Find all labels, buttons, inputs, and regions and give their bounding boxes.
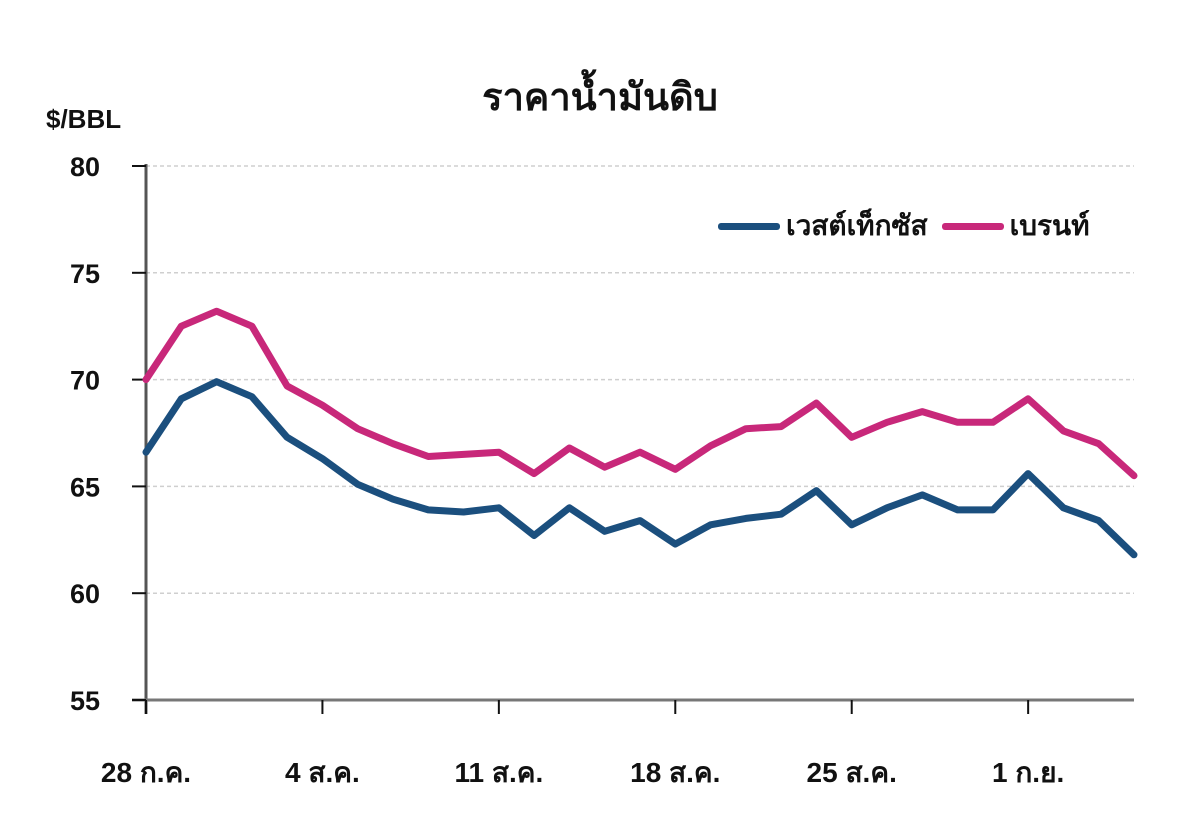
wti-price-line	[142, 378, 1138, 559]
y-tick-label: 70	[70, 366, 100, 396]
legend-swatch-wti	[718, 222, 780, 230]
legend-label-brent: เบรนท์	[1009, 209, 1090, 242]
x-tick-label: 4 ส.ค.	[285, 757, 360, 788]
brent-price-line	[142, 307, 1138, 480]
legend-label-wti: เวสต์เท็กซัส	[786, 209, 928, 242]
x-axis-ticks: 28 ก.ค. 4 ส.ค. 11 ส.ค. 18 ส.ค. 25 ส.ค. 1 ก.ย.	[101, 700, 1064, 788]
gridlines	[146, 165, 1134, 594]
axes	[132, 164, 1134, 714]
y-tick-label: 80	[70, 152, 100, 182]
legend: เวสต์เท็กซัส เบรนท์	[718, 204, 1104, 248]
legend-swatch-brent	[941, 222, 1004, 230]
y-axis-unit-label: $/BBL	[46, 104, 122, 134]
x-tick-label: 28 ก.ค.	[101, 757, 191, 788]
x-tick-label: 25 ส.ค.	[807, 757, 897, 788]
x-tick-label: 11 ส.ค.	[454, 757, 543, 788]
y-tick-label: 75	[70, 259, 100, 289]
y-tick-label: 65	[70, 472, 100, 502]
legend-item-wti: เวสต์เท็กซัส	[718, 204, 928, 248]
data-lines	[142, 307, 1138, 559]
legend-item-brent: เบรนท์	[941, 204, 1090, 248]
y-tick-label: 60	[70, 579, 100, 609]
y-axis-ticks: 55 60 65 70 75 80	[70, 152, 146, 716]
chart-title: ราคาน้ำมันดิบ	[482, 75, 718, 119]
y-tick-label: 55	[70, 686, 100, 716]
x-tick-label: 1 ก.ย.	[992, 757, 1064, 788]
x-tick-label: 18 ส.ค.	[630, 757, 720, 788]
